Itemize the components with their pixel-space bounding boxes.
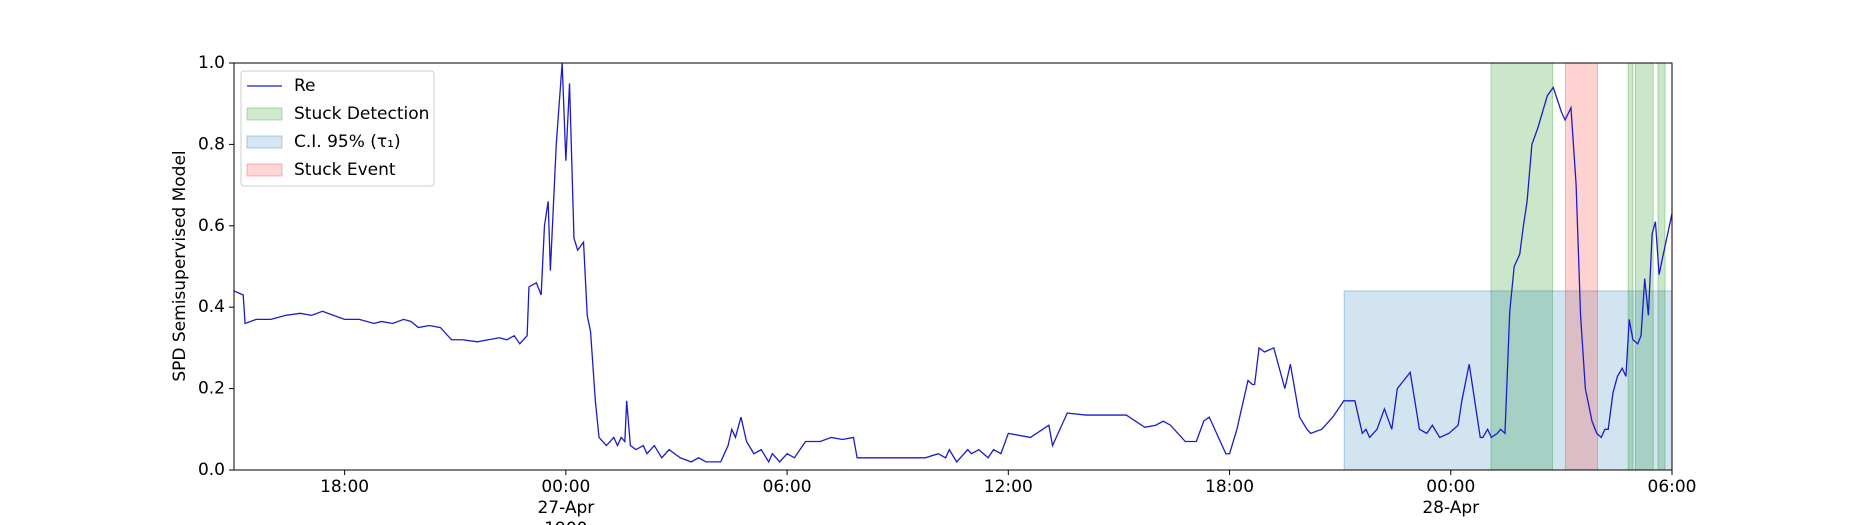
x-tick-label: 06:00 — [763, 477, 812, 497]
legend-label: Re — [294, 76, 316, 96]
span — [1343, 290, 1673, 471]
legend-swatch — [246, 135, 283, 149]
y-tick-label: 0.8 — [198, 134, 225, 154]
x-tick-label: 18:00 — [1205, 477, 1254, 497]
x-tick-label: 1900 — [544, 519, 587, 525]
span — [1564, 62, 1599, 471]
y-tick-label: 0.6 — [198, 216, 225, 236]
x-tick-label: 18:00 — [320, 477, 369, 497]
x-tick-label: 27-Apr — [537, 498, 594, 518]
x-tick-label: 00:00 — [541, 477, 590, 497]
legend-label: Stuck Detection — [294, 104, 429, 124]
y-axis-label: SPD Semisupervised Model — [170, 150, 190, 381]
x-tick-label: 12:00 — [984, 477, 1033, 497]
y-tick-label: 0.2 — [198, 379, 225, 399]
y-tick-label: 1.0 — [198, 53, 225, 73]
line — [233, 62, 1673, 464]
span — [1490, 62, 1554, 471]
x-tick-label: 00:00 — [1426, 477, 1475, 497]
y-tick-label: 0.0 — [198, 460, 225, 480]
legend-swatch — [246, 163, 283, 177]
x-tick-label: 06:00 — [1648, 477, 1697, 497]
plot-frame — [233, 62, 1673, 471]
legend-box — [240, 70, 435, 187]
legend: Re Stuck Detection C.I. 95% (τ₁) Stuck Even… — [240, 70, 435, 187]
x-tick-label: 28-Apr — [1422, 498, 1479, 518]
y-tick-label: 0.4 — [198, 297, 225, 317]
legend-label: C.I. 95% (τ₁) — [294, 132, 401, 152]
legend-label: Stuck Event — [294, 160, 396, 180]
legend-swatch — [246, 107, 283, 121]
